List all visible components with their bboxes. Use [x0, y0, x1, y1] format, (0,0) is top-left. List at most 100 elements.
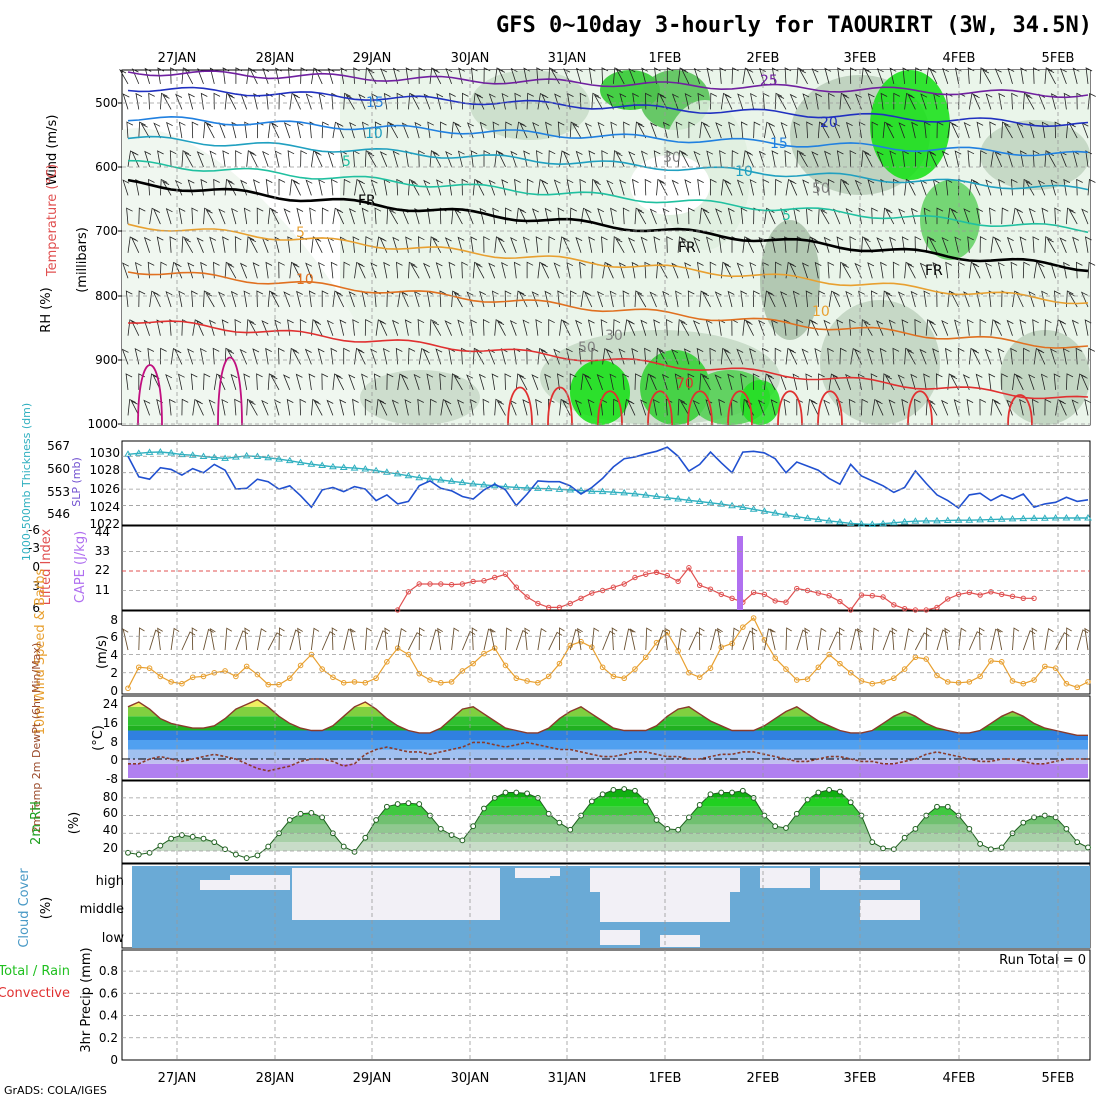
wind10-point	[179, 680, 185, 687]
wind10-barb	[256, 628, 267, 651]
wind-barb	[540, 263, 550, 279]
wind10-point	[535, 679, 541, 686]
wind-barb	[920, 93, 928, 110]
upper-air-axis-titles: Wind (m/s) Temperature (°C) RH (%) (mill…	[39, 115, 90, 333]
wind10-barb	[289, 629, 301, 651]
wind-barb	[634, 373, 642, 390]
wind10-point	[513, 675, 520, 682]
cloud-tick: low	[102, 931, 125, 946]
wind-barb	[541, 93, 550, 110]
contour-label: 10	[296, 272, 314, 288]
thickness-point	[857, 520, 866, 527]
wind-barb	[497, 151, 506, 167]
wind-barb	[724, 94, 733, 110]
wind10-point	[168, 679, 174, 685]
thickness-point	[836, 518, 844, 525]
wind10-point	[901, 666, 908, 672]
wind-barb	[857, 373, 865, 390]
wind10-barb	[629, 628, 636, 651]
thickness-label: 1000-500mb Thickness (dm)	[20, 403, 33, 561]
rh2m-point	[265, 843, 272, 850]
wind10-point	[135, 664, 142, 671]
wind-barb	[375, 398, 385, 416]
wind-barb	[580, 373, 590, 390]
lifted-index-point	[945, 596, 951, 602]
wind-barb	[335, 374, 345, 391]
rh2m-point	[998, 844, 1005, 851]
wind-barb	[427, 121, 434, 139]
wind10-point	[772, 655, 778, 661]
ua-pressure-label: (millibars)	[75, 227, 90, 293]
wind-barb	[871, 207, 878, 225]
temp-contour	[127, 223, 1089, 305]
rh2m-point	[632, 787, 638, 794]
wind-barb	[336, 208, 345, 225]
wind-barb	[352, 398, 359, 416]
wind-barb	[880, 92, 888, 110]
wind10-barb	[235, 630, 249, 651]
wind-barb	[340, 67, 348, 84]
rh2m-point	[416, 801, 423, 807]
wind10-point	[470, 660, 476, 667]
wind-barb	[370, 348, 378, 365]
wind-barb	[911, 121, 918, 139]
wind-barb	[349, 122, 356, 139]
cloud-label: Cloud Cover	[17, 868, 32, 948]
wind-barb	[1054, 207, 1061, 225]
wind-barb	[709, 347, 717, 365]
temp2m-tick: -8	[106, 772, 118, 786]
wind-barb	[262, 150, 269, 167]
wind-barb	[321, 290, 329, 307]
wind-barb	[122, 262, 129, 279]
wind-barb	[827, 261, 835, 279]
wind-barb	[746, 151, 754, 167]
wind-barb	[979, 398, 987, 416]
lifted-index-point	[934, 604, 940, 611]
wind10-barb	[122, 628, 129, 651]
rh2m-point	[793, 810, 800, 817]
wind10-barb	[978, 627, 985, 651]
wind-barb	[278, 261, 285, 279]
wind-barb	[118, 69, 129, 85]
date-label-top: 2FEB	[747, 51, 780, 66]
wind-barb	[679, 400, 690, 416]
wind-barb	[810, 237, 819, 253]
wind-barb	[515, 373, 524, 390]
thickness-point	[501, 482, 510, 490]
lifted-index-point	[891, 602, 897, 608]
wind-barb	[597, 121, 605, 139]
wind-barb	[1028, 374, 1036, 391]
wind-barb	[1066, 290, 1074, 308]
wind10-barb	[524, 627, 531, 651]
wind10-point	[146, 665, 153, 671]
grid-lines	[122, 70, 1090, 1060]
wind-barb	[308, 373, 316, 390]
wind-barb	[613, 398, 620, 416]
wind-barb	[863, 320, 873, 336]
wind-barb	[976, 121, 984, 139]
wind-barb	[652, 398, 660, 416]
wind-barb	[640, 399, 647, 416]
wind-barb	[815, 178, 822, 196]
ua-temp-label: Temperature (°C)	[45, 164, 60, 277]
wind-barb	[492, 121, 500, 139]
rh-band	[128, 824, 1088, 834]
wind-barb	[536, 67, 543, 84]
wind-barb	[789, 179, 798, 196]
rh2m-point	[977, 841, 984, 847]
wind-barb	[944, 347, 952, 365]
wind-barb	[267, 290, 276, 308]
rh2m-point	[200, 835, 207, 842]
rh2m-point	[642, 798, 649, 805]
wind-barb	[861, 398, 869, 416]
wind-barb	[457, 319, 465, 336]
wind-barb	[429, 319, 438, 336]
wind-barb	[989, 121, 996, 139]
thickness-point	[447, 477, 456, 484]
temp-contour-loop	[647, 390, 673, 426]
wind-barb	[849, 67, 857, 84]
thickness-point	[609, 488, 618, 495]
thickness-point	[1019, 514, 1028, 522]
